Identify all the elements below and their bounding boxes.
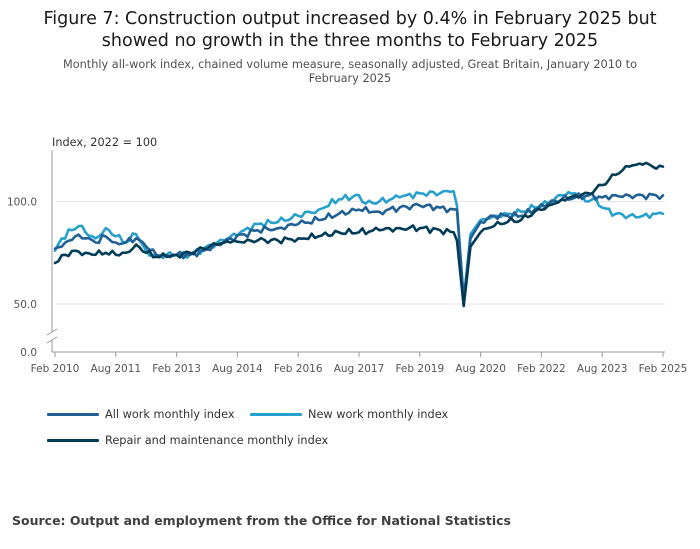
gridlines xyxy=(55,201,665,305)
chart-subtitle: Monthly all-work index, chained volume m… xyxy=(62,58,638,85)
legend-label-repair: Repair and maintenance monthly index xyxy=(105,434,329,447)
x-tick-label: Feb 2010 xyxy=(31,363,80,375)
chart-title: Figure 7: Construction output increased … xyxy=(43,9,657,51)
series-line-all-work xyxy=(53,191,665,302)
legend-swatch-all-work xyxy=(47,413,99,416)
x-tick-label: Aug 2011 xyxy=(91,363,142,375)
x-tick-label: Feb 2025 xyxy=(639,363,688,375)
source-note: Source: Output and employment from the O… xyxy=(12,513,511,528)
x-tick-label: Feb 2013 xyxy=(152,363,201,375)
x-tick-label: Aug 2020 xyxy=(455,363,506,375)
y-tick-label: 0.0 xyxy=(20,347,37,359)
x-tick-label: Aug 2017 xyxy=(334,363,385,375)
legend-new-work[interactable]: New work monthly index xyxy=(250,408,448,421)
series-lines xyxy=(53,161,665,308)
legend-all-work[interactable]: All work monthly index xyxy=(47,408,235,421)
legend-swatch-new-work xyxy=(250,413,302,416)
y-axis-units-label: Index, 2022 = 100 xyxy=(52,136,158,149)
legend-label-all-work: All work monthly index xyxy=(105,408,235,421)
x-tick-label: Feb 2019 xyxy=(395,363,444,375)
legend-repair[interactable]: Repair and maintenance monthly index xyxy=(47,434,328,447)
x-tick-label: Feb 2022 xyxy=(517,363,566,375)
x-tick-label: Feb 2016 xyxy=(274,363,323,375)
axes: 0.0 50.0 100.0 Feb 2010 Aug 2011 Feb 2013 Aug … xyxy=(7,150,687,375)
series-line-repair xyxy=(53,161,665,308)
axis-break-mark xyxy=(46,328,58,336)
legend-swatch-repair xyxy=(47,439,99,442)
axis-break-mark xyxy=(46,336,58,344)
x-tick-label: Aug 2023 xyxy=(577,363,628,375)
x-tick-label: Aug 2014 xyxy=(212,363,263,375)
legend-label-new-work: New work monthly index xyxy=(308,408,449,421)
y-tick-label: 100.0 xyxy=(7,197,37,209)
y-tick-label: 50.0 xyxy=(14,299,37,311)
